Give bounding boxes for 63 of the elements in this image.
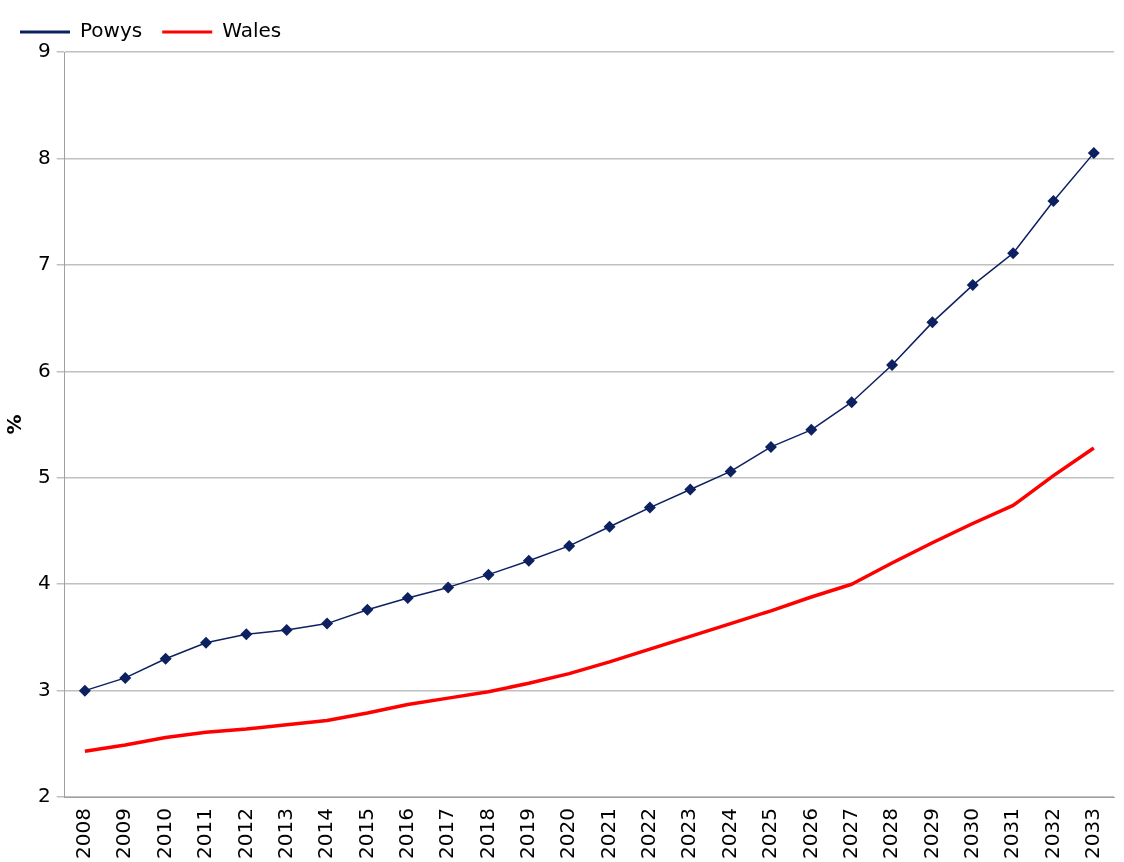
x-tick-label: 2011 (192, 808, 217, 860)
x-tick-label: 2028 (878, 808, 903, 860)
x-tick-label: 2008 (71, 808, 96, 860)
point (603, 520, 616, 533)
y-tick-label: 8 (37, 144, 51, 169)
x-tick-label: 2019 (515, 808, 540, 860)
point (886, 358, 899, 371)
x-tick-label: 2029 (918, 808, 943, 860)
point (78, 684, 91, 697)
x-tick-label: 2010 (151, 808, 176, 860)
x-tick-label: 2033 (1080, 808, 1105, 860)
y-tick-label: 9 (37, 38, 51, 63)
x-tick-label: 2025 (757, 808, 782, 860)
point (482, 568, 495, 581)
x-tick-label: 2024 (716, 808, 741, 860)
x-tick-label: 2016 (393, 808, 418, 860)
point (119, 671, 132, 684)
x-tick-label: 2014 (313, 808, 338, 860)
y-tick-label: 3 (37, 676, 51, 701)
point (926, 316, 939, 329)
point (240, 628, 253, 641)
y-tick-label: 6 (37, 357, 51, 382)
legend-label: Wales (222, 18, 282, 43)
y-tick-label: 4 (37, 570, 51, 595)
x-tick-label: 2023 (676, 808, 701, 860)
point (401, 592, 414, 605)
point (684, 483, 697, 496)
point (966, 279, 979, 292)
x-tick-label: 2012 (232, 808, 257, 860)
y-axis-title: % (2, 414, 27, 435)
y-tick-label: 5 (37, 463, 51, 488)
legend-label: Powys (80, 18, 143, 43)
point (643, 501, 656, 514)
x-tick-label: 2017 (434, 808, 459, 860)
x-tick-label: 2013 (272, 808, 297, 860)
x-tick-label: 2027 (837, 808, 862, 860)
point (805, 423, 818, 436)
x-tick-label: 2032 (1039, 808, 1064, 860)
y-tick-label: 2 (37, 783, 51, 808)
x-tick-label: 2030 (958, 808, 983, 860)
point (321, 617, 334, 630)
point (361, 603, 374, 616)
point (845, 396, 858, 409)
point (522, 554, 535, 567)
point (1007, 247, 1020, 260)
point (442, 581, 455, 594)
point (724, 465, 737, 478)
point (1087, 147, 1100, 160)
point (199, 636, 212, 649)
x-tick-label: 2018 (474, 808, 499, 860)
point (764, 440, 777, 453)
x-tick-label: 2031 (999, 808, 1024, 860)
x-tick-label: 2021 (595, 808, 620, 860)
y-tick-label: 7 (37, 251, 51, 276)
x-tick-label: 2022 (636, 808, 661, 860)
x-tick-label: 2020 (555, 808, 580, 860)
x-tick-label: 2015 (353, 808, 378, 860)
point (563, 539, 576, 552)
point (280, 623, 293, 636)
point (159, 652, 172, 665)
x-tick-label: 2009 (111, 808, 136, 860)
x-tick-label: 2026 (797, 808, 822, 860)
point (1047, 195, 1060, 208)
